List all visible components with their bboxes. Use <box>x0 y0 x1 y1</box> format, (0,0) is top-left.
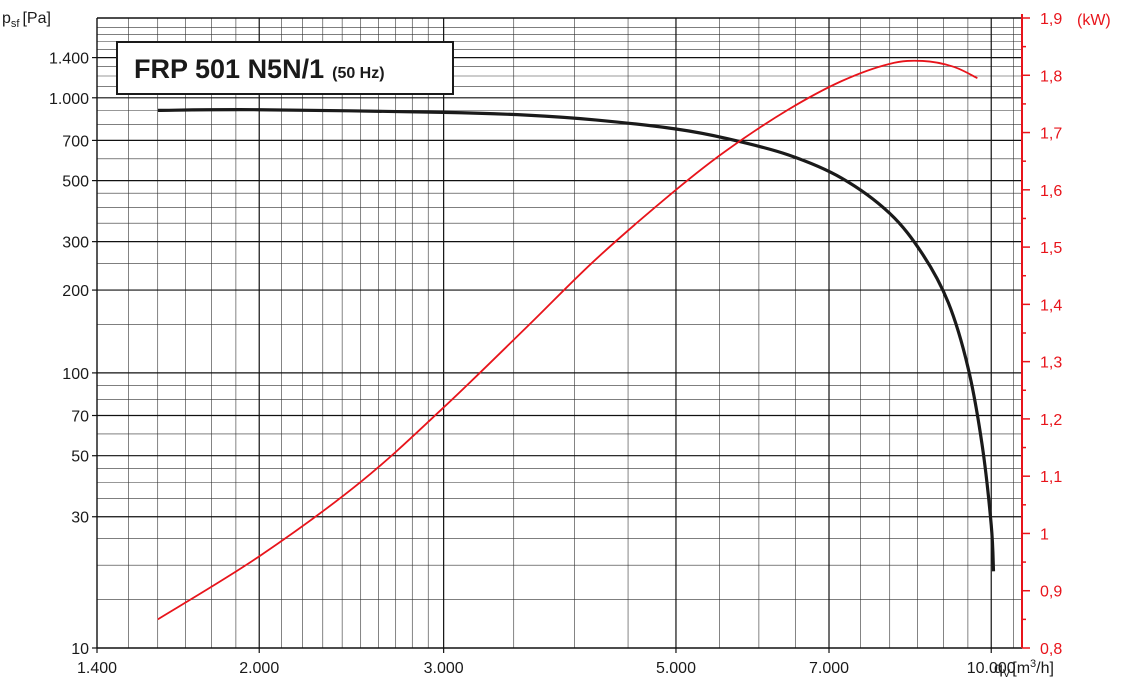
left-tick-label: 700 <box>62 133 89 150</box>
left-tick-label: 1.000 <box>49 91 89 108</box>
left-tick-label: 100 <box>62 366 89 383</box>
x-tick-label: 2.000 <box>239 660 279 677</box>
right-tick-label: 1,1 <box>1040 469 1062 486</box>
left-tick-label: 200 <box>62 283 89 300</box>
right-tick-label: 1,6 <box>1040 183 1062 200</box>
minor-grid <box>97 18 1022 648</box>
x-axis-ticks: 1.400 2.000 3.000 5.000 7.000 10.000 <box>77 648 1016 677</box>
left-tick-label: 30 <box>71 510 89 527</box>
x-tick-label: 1.400 <box>77 660 117 677</box>
right-tick-label: 1,2 <box>1040 412 1062 429</box>
right-tick-label: 0,9 <box>1040 584 1062 601</box>
right-tick-label: 1,3 <box>1040 355 1062 372</box>
right-tick-label: 1,4 <box>1040 297 1062 314</box>
right-tick-label: 1,5 <box>1040 240 1062 257</box>
left-tick-label: 70 <box>71 409 89 426</box>
right-tick-label: 1,9 <box>1040 11 1062 28</box>
power-curve-line <box>157 59 978 621</box>
axes-frame <box>96 14 1030 649</box>
left-tick-label: 10 <box>71 641 89 658</box>
right-axis-ticks: 0,8 0,9 1 1,1 1,2 1,3 1,4 1,5 1,6 1,7 1,8 1,9 <box>1040 11 1062 658</box>
x-tick-label: 7.000 <box>809 660 849 677</box>
x-tick-label: 10.000 <box>967 660 1016 677</box>
left-axis-label: psf [Pa] <box>2 10 51 30</box>
title-frame <box>116 41 454 95</box>
left-tick-label: 500 <box>62 174 89 191</box>
x-tick-label: 5.000 <box>656 660 696 677</box>
x-tick-label: 3.000 <box>424 660 464 677</box>
right-tick-label: 1 <box>1040 526 1049 543</box>
series-layer <box>157 59 996 621</box>
right-tick-label: 1,8 <box>1040 68 1062 85</box>
left-tick-label: 300 <box>62 235 89 252</box>
left-axis-ticks: 10 30 50 70 100 200 300 500 700 1.000 1.400 <box>49 51 97 658</box>
x-axis-label: qV [m3/h] <box>994 658 1054 680</box>
chart-title: FRP 501 N5N/1 (50 Hz) <box>134 54 385 84</box>
right-tick-label: 1,7 <box>1040 126 1062 143</box>
pressure-curve-line <box>157 108 996 572</box>
left-tick-label: 50 <box>71 449 89 466</box>
left-tick-label: 1.400 <box>49 51 89 68</box>
right-tick-label: 0,8 <box>1040 641 1062 658</box>
chart-title-box: FRP 501 N5N/1 (50 Hz) <box>116 41 454 95</box>
right-axis-label: (kW) <box>1077 12 1111 29</box>
